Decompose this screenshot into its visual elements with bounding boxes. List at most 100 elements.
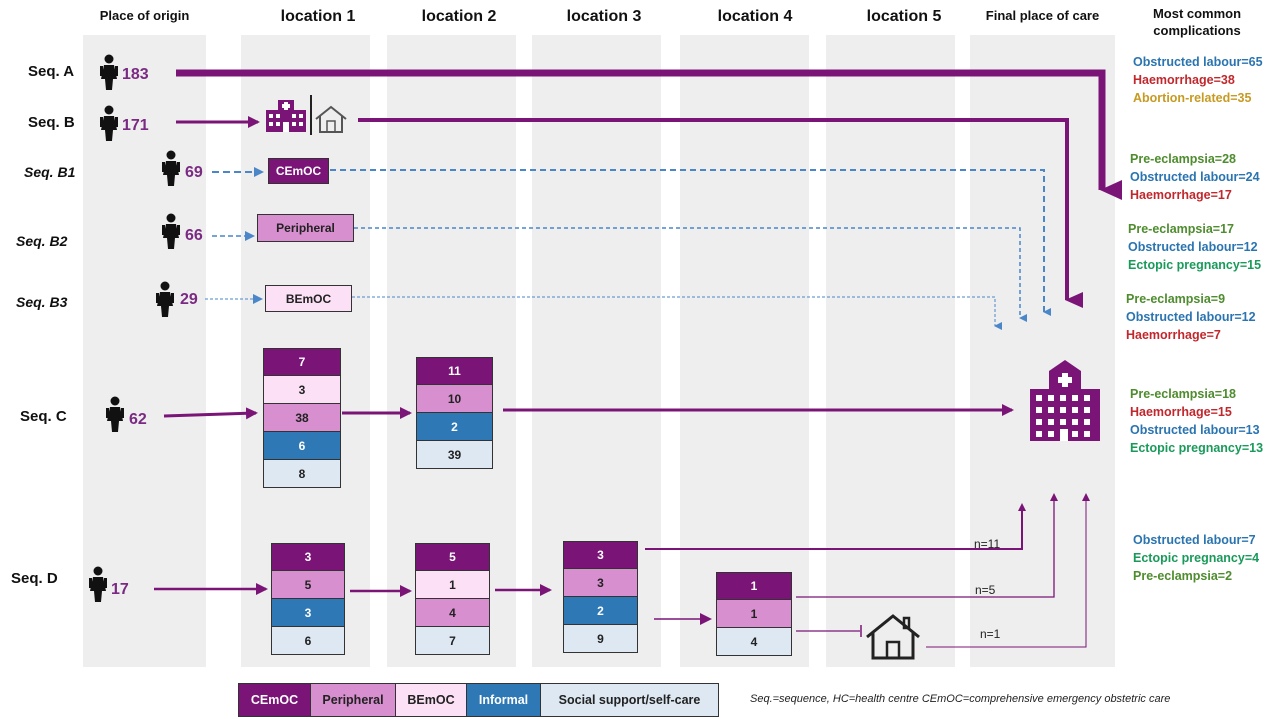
flow-seq-b: [358, 118, 1083, 308]
seq-b3-box: BEmOC: [265, 285, 352, 312]
woman-icon: [100, 105, 118, 141]
stack-cell-peripheral: 10: [416, 385, 493, 413]
house-icon: [866, 614, 920, 660]
seq-b2-box: Peripheral: [257, 214, 354, 242]
column-location-5: [826, 35, 955, 667]
stack-cell-social: 7: [415, 627, 490, 655]
seq-b3-count: 29: [180, 291, 198, 308]
stack-cell-social: 39: [416, 441, 493, 469]
seq-d-location-3-stack: 3 3 2 9: [563, 541, 638, 653]
complication-haemorrhage: Haemorrhage=17: [1130, 188, 1232, 202]
stack-cell-informal: 6: [263, 432, 341, 460]
header-location-5: location 5: [866, 8, 942, 25]
stack-cell-social: 6: [271, 627, 345, 655]
stack-cell-peripheral: 4: [415, 599, 490, 627]
column-final: [970, 35, 1115, 667]
stack-cell-cemoc: 3: [563, 541, 638, 569]
flow-seq-d-n5: [796, 493, 1058, 598]
seq-a-count: 183: [122, 66, 149, 83]
header-origin: Place of origin: [99, 8, 190, 23]
legend-peripheral: Peripheral: [311, 683, 396, 717]
column-origin: [83, 35, 206, 667]
house-icon: [315, 105, 347, 133]
flow-seq-a: [176, 69, 1122, 200]
legend-cemoc: CEmOC: [238, 683, 311, 717]
complications-seq-c: Pre-eclampsia=18 Haemorrhage=15 Obstruct…: [1130, 385, 1263, 457]
legend-social-support: Social support/self-care: [541, 683, 719, 717]
woman-icon: [162, 150, 180, 186]
stack-cell-cemoc: 5: [415, 543, 490, 571]
seq-c-label: Seq. C: [20, 408, 67, 425]
flow-seq-c-1: [163, 407, 258, 420]
header-location-4: location 4: [717, 8, 793, 25]
complication-pre-eclampsia: Pre-eclampsia=9: [1126, 292, 1226, 306]
complication-obstructed-labour: Obstructed labour=12: [1126, 310, 1256, 324]
header-location-1: location 1: [280, 8, 356, 25]
seq-b-label: Seq. B: [28, 114, 75, 131]
seq-b-count: 171: [122, 117, 149, 134]
stack-cell-cemoc: 1: [716, 572, 792, 600]
stack-cell-social: 9: [563, 625, 638, 653]
seq-b1-box: CEmOC: [268, 158, 329, 184]
woman-icon: [89, 566, 107, 602]
header-complications: Most common complications: [1152, 6, 1242, 38]
flow-label-n1: n=1: [980, 627, 1001, 641]
woman-icon: [106, 396, 124, 432]
stack-cell-informal: 2: [416, 413, 493, 441]
complications-seq-b3: Pre-eclampsia=9 Obstructed labour=12 Hae…: [1126, 290, 1256, 344]
complication-haemorrhage: Haemorrhage=7: [1126, 328, 1221, 342]
complications-seq-a: Obstructed labour=65 Haemorrhage=38 Abor…: [1133, 53, 1263, 107]
stack-cell-peripheral: 38: [263, 404, 341, 432]
seq-b2-count: 66: [185, 227, 203, 244]
complication-pre-eclampsia: Pre-eclampsia=18: [1130, 387, 1236, 401]
stack-cell-bemoc: 3: [263, 376, 341, 404]
seq-b2-label: Seq. B2: [16, 233, 68, 249]
stack-cell-social: 8: [263, 460, 341, 488]
flow-seq-b1: [330, 169, 1051, 316]
woman-icon: [162, 213, 180, 249]
stack-cell-peripheral: 1: [716, 600, 792, 628]
seq-b3-label: Seq. B3: [16, 294, 68, 310]
seq-a-label: Seq. A: [28, 63, 75, 80]
hospital-icon: [266, 100, 306, 132]
flow-seq-b2: [354, 227, 1027, 322]
column-location-4: [680, 35, 809, 667]
complication-obstructed-labour: Obstructed labour=65: [1133, 55, 1263, 69]
woman-icon: [156, 281, 174, 317]
stack-cell-informal: 2: [563, 597, 638, 625]
complication-obstructed-labour: Obstructed labour=12: [1128, 240, 1258, 254]
complication-haemorrhage: Haemorrhage=38: [1133, 73, 1235, 87]
complication-ectopic-pregnancy: Ectopic pregnancy=13: [1130, 441, 1264, 455]
seq-d-location-2-stack: 5 1 4 7: [415, 543, 490, 655]
seq-d-location-1-stack: 3 5 3 6: [271, 543, 345, 655]
header-location-3: location 3: [566, 8, 642, 25]
flow-label-n5: n=5: [975, 583, 996, 597]
flow-seq-b3: [352, 296, 1002, 330]
complications-seq-b2: Pre-eclampsia=17 Obstructed labour=12 Ec…: [1128, 220, 1261, 274]
stack-cell-peripheral: 5: [271, 571, 345, 599]
flow-seq-d-n1: [926, 493, 1090, 648]
header-location-2: location 2: [421, 8, 497, 25]
stack-cell-cemoc: 11: [416, 357, 493, 385]
woman-icon: [100, 54, 118, 90]
complication-obstructed-labour: Obstructed labour=7: [1133, 533, 1256, 547]
legend: CEmOC Peripheral BEmOC Informal Social s…: [238, 683, 719, 717]
stack-cell-cemoc: 7: [263, 348, 341, 376]
flow-seq-d-n11: [645, 503, 1026, 550]
header-final: Final place of care: [985, 8, 1100, 23]
stack-cell-social: 4: [716, 628, 792, 656]
complications-seq-b1: Pre-eclampsia=28 Obstructed labour=24 Ha…: [1130, 150, 1260, 204]
divider: [310, 95, 312, 135]
complication-pre-eclampsia: Pre-eclampsia=28: [1130, 152, 1236, 166]
seq-b1-label: Seq. B1: [24, 164, 76, 180]
stack-cell-informal: 3: [271, 599, 345, 627]
stack-cell-peripheral: 3: [563, 569, 638, 597]
complication-pre-eclampsia: Pre-eclampsia=2: [1133, 569, 1233, 583]
seq-c-location-2-stack: 11 10 2 39: [416, 357, 493, 469]
complication-ectopic-pregnancy: Ectopic pregnancy=4: [1133, 551, 1260, 565]
footnote: Seq.=sequence, HC=health centre CEmOC=co…: [750, 693, 1171, 705]
stack-cell-bemoc: 1: [415, 571, 490, 599]
stack-cell-cemoc: 3: [271, 543, 345, 571]
seq-b1-count: 69: [185, 164, 203, 181]
